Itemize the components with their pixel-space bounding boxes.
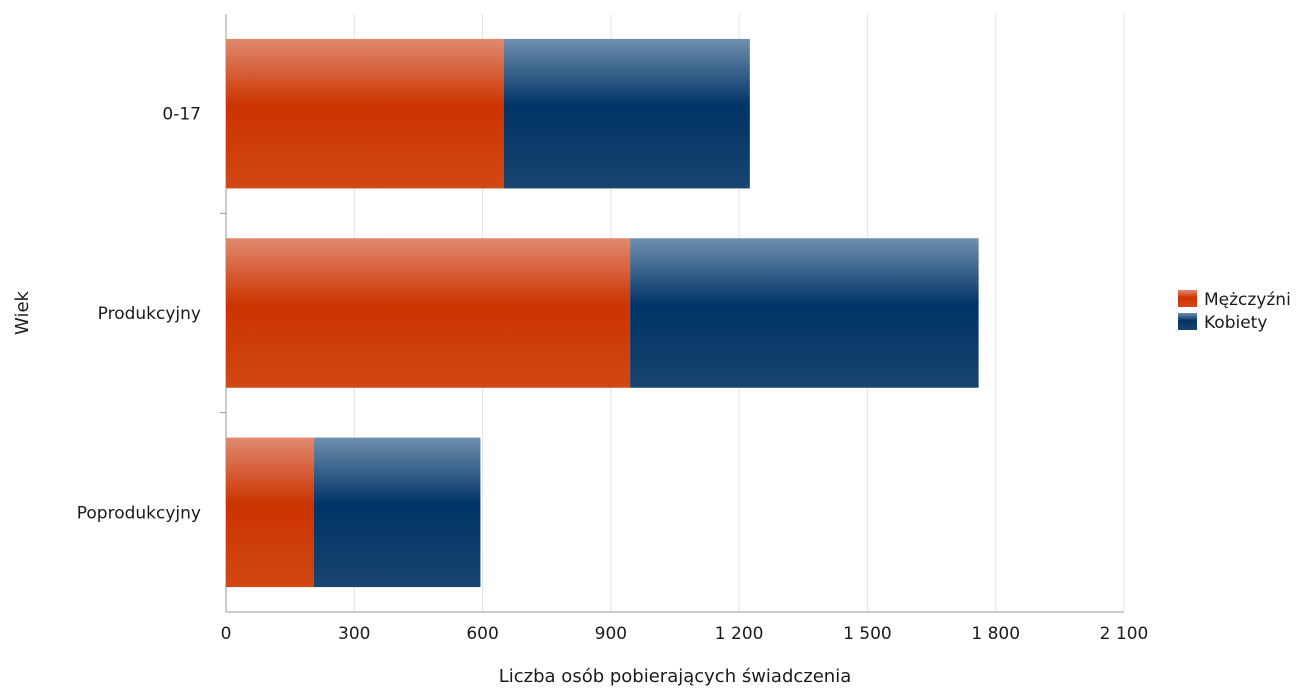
- y-tick-label: Produkcyjny: [98, 304, 201, 324]
- x-tick-label: 0: [221, 624, 232, 644]
- legend-label: Mężczyźni: [1204, 290, 1291, 310]
- bar-segment: [226, 238, 631, 388]
- tick-labels: 0 300 600 900 1 200 1 500 1 800 2 100 0-17 Produk…: [77, 105, 1149, 644]
- legend: Mężczyźni Kobiety: [1178, 290, 1291, 333]
- y-tick-label: 0-17: [162, 105, 201, 125]
- bars: [226, 38, 979, 588]
- bar-segment: [630, 238, 979, 388]
- y-tick-label: Poprodukcyjny: [77, 503, 201, 523]
- legend-label: Kobiety: [1204, 313, 1267, 333]
- legend-swatch: [1178, 290, 1197, 307]
- x-tick-label: 1 500: [843, 624, 892, 644]
- bar-segment: [503, 38, 750, 189]
- x-tick-label: 1 800: [971, 624, 1020, 644]
- x-tick-label: 600: [466, 624, 498, 644]
- bar-segment: [226, 437, 314, 588]
- bar-segment: [226, 38, 504, 189]
- x-tick-label: 1 200: [715, 624, 764, 644]
- legend-swatch: [1178, 313, 1197, 330]
- x-axis-title: Liczba osób pobierających świadczenia: [499, 666, 852, 687]
- y-axis-title: Wiek: [12, 290, 33, 334]
- x-tick-label: 900: [595, 624, 627, 644]
- x-tick-label: 300: [338, 624, 370, 644]
- x-tick-label: 2 100: [1100, 624, 1149, 644]
- bar-segment: [313, 437, 481, 588]
